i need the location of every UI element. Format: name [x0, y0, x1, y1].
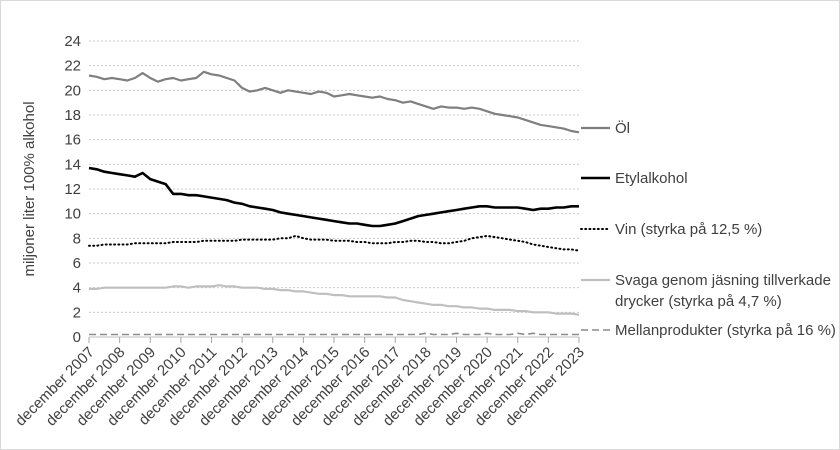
series-line-l [88, 70, 580, 134]
legend-label: Etylalkohol [615, 170, 688, 187]
y-axis-tick-label: 22 [64, 58, 81, 75]
series-line-mellanprodukter-styrka-p-16 [89, 332, 579, 336]
y-axis-tick-label: 4 [73, 280, 81, 297]
legend-item-mellanprodukter-styrka-p-16: Mellanprodukter (styrka på 16 %) [581, 322, 836, 339]
y-axis-tick-label: 12 [64, 181, 81, 198]
series-line-vin-styrka-p-12-5 [88, 234, 580, 252]
legend-label: Mellanprodukter (styrka på 16 %) [615, 322, 836, 339]
series-line-svaga-genom-j-sning-tillverkade-drycker-styrka-p-4-7 [89, 284, 580, 316]
legend: Öl Etylalkohol Vin (styrka på 12,5 %) Svaga… [580, 119, 836, 339]
y-axis-tick-label: 16 [64, 132, 81, 149]
legend-label: Öl [615, 119, 630, 137]
legend-label: drycker (styrka på 4,7 %) [615, 293, 782, 310]
y-axis-tick-label: 8 [73, 230, 81, 247]
legend-label: Vin (styrka på 12,5 %) [615, 221, 762, 238]
series-line-etylalkohol [88, 166, 579, 228]
y-axis-tick-label: 24 [64, 33, 81, 50]
legend-item-etylalkohol: Etylalkohol [581, 170, 688, 187]
gridlines [89, 40, 579, 313]
y-axis-tick-label: 6 [73, 255, 81, 272]
legend-item-svaga-genom-j-sning-tillverkade-drycker-styrka-p-4-7: Svaga genom jäsning tillverkade drycker (… [581, 272, 831, 310]
y-axis-tick-label: 14 [64, 156, 81, 173]
y-axis-tick-label: 20 [64, 82, 81, 99]
y-axis-tick-label: 0 [73, 329, 81, 346]
x-axis-ticks [88, 337, 580, 343]
y-axis-tick-label: 10 [64, 206, 81, 223]
y-axis-tick-label: 18 [64, 107, 81, 124]
y-axis-tick-label: 2 [73, 304, 81, 321]
legend-item-vin-styrka-p-12-5: Vin (styrka på 12,5 %) [580, 221, 762, 238]
legend-label: Svaga genom jäsning tillverkade [615, 272, 831, 289]
legend-item-l: Öl [581, 119, 630, 137]
